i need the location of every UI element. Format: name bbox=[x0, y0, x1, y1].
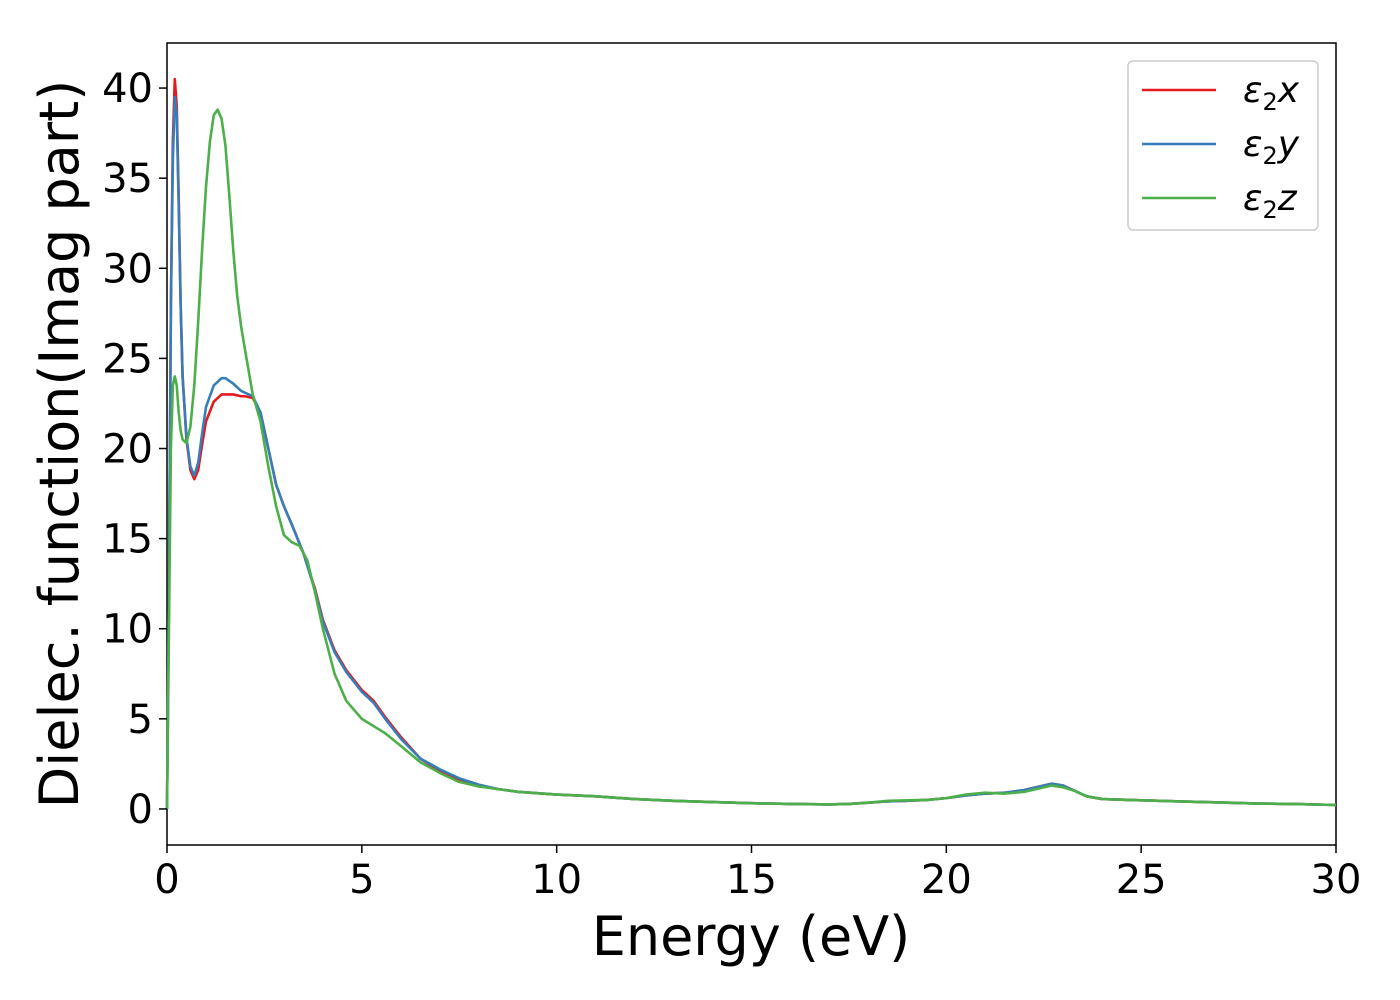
x-tick-label: 5 bbox=[349, 857, 374, 903]
series-line-y bbox=[165, 95, 1337, 809]
x-tick-label: 10 bbox=[531, 857, 582, 903]
x-tick-label: 15 bbox=[726, 857, 777, 903]
y-tick-label: 0 bbox=[128, 787, 153, 833]
y-tick-label: 20 bbox=[102, 427, 153, 473]
legend-label-x: ε2x bbox=[1243, 70, 1300, 116]
y-tick-label: 5 bbox=[128, 697, 153, 743]
x-axis-label: Energy (eV) bbox=[592, 905, 911, 968]
y-tick-label: 15 bbox=[102, 517, 153, 563]
y-tick-label: 30 bbox=[102, 246, 153, 292]
y-tick-label: 10 bbox=[102, 607, 153, 653]
series-lines bbox=[165, 77, 1337, 809]
legend-label-y: ε2y bbox=[1243, 124, 1300, 170]
x-tick-label: 25 bbox=[1116, 857, 1167, 903]
x-tick-label: 0 bbox=[154, 857, 179, 903]
y-axis-ticks: 0 5 10 15 20 25 30 35 40 bbox=[102, 66, 167, 833]
legend: ε2x ε2y ε2z bbox=[1127, 60, 1319, 231]
y-axis-label: Dielec. function(Imag part) bbox=[28, 80, 91, 809]
x-tick-label: 30 bbox=[1311, 857, 1362, 903]
x-tick-label: 20 bbox=[921, 857, 972, 903]
series-line-z bbox=[165, 108, 1337, 809]
legend-label-z: ε2z bbox=[1243, 178, 1298, 224]
y-tick-label: 40 bbox=[102, 66, 153, 112]
x-axis-ticks: 0 5 10 15 20 25 30 bbox=[154, 845, 1361, 903]
y-tick-label: 35 bbox=[102, 156, 153, 202]
legend-frame bbox=[1127, 60, 1319, 231]
y-tick-label: 25 bbox=[102, 336, 153, 382]
